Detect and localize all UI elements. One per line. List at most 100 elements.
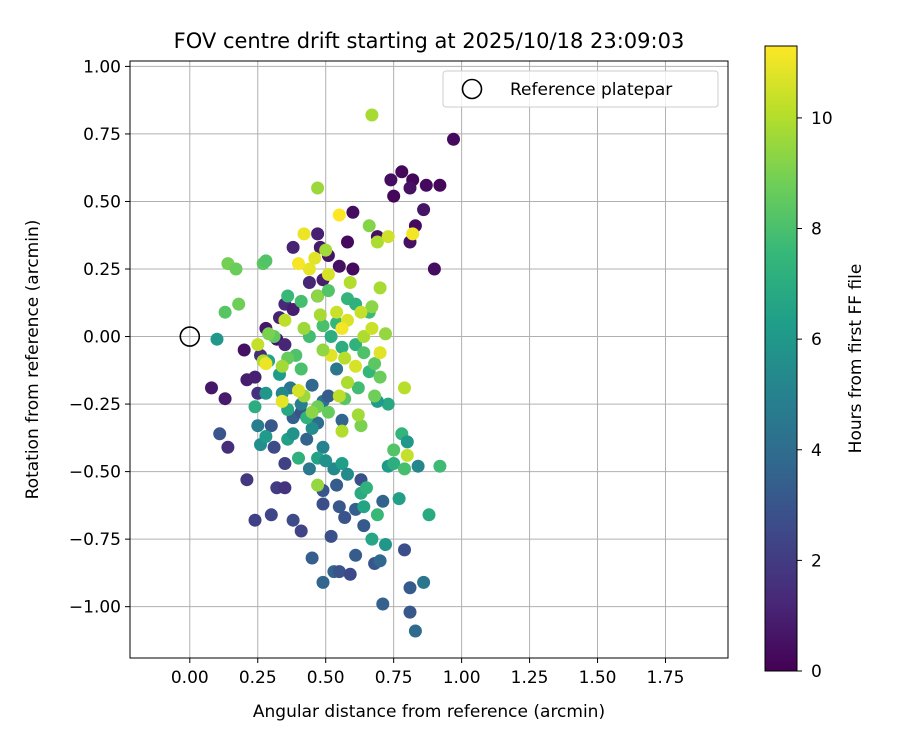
colorbar-gradient [764,45,798,672]
chart-title: FOV centre drift starting at 2025/10/18 … [174,29,685,53]
data-point [311,289,325,303]
data-point [286,303,300,316]
data-point [332,565,346,579]
x-tick-label: 1.25 [511,668,549,688]
data-point [275,394,289,408]
data-point [406,227,420,241]
data-point [305,551,319,565]
data-point [370,508,384,522]
data-point [275,359,289,373]
data-point [302,276,316,289]
data-point [403,581,417,595]
colorbar-tick-label: 6 [811,330,822,350]
data-point [365,108,379,122]
data-point [316,575,330,589]
data-point [351,381,365,395]
data-point [319,454,333,468]
axis-ticks: 0.00 0.25 0.50 0.75 1.00 1.25 1.50 1.75 1.00 0.75… [69,57,685,688]
data-point [305,421,319,435]
plot-area-frame [129,60,729,659]
data-point [294,524,308,538]
data-point [419,178,433,192]
legend: Reference platepar [442,70,719,108]
data-point [332,389,346,403]
colorbar-tick-label: 10 [811,109,833,129]
y-tick-label: 0.00 [83,328,121,348]
data-point [251,338,265,352]
data-point [376,494,390,508]
data-point [240,473,254,487]
data-point [403,605,417,619]
data-point [373,554,387,568]
data-point [297,227,311,241]
data-point [365,532,379,546]
y-tick-label: 1.00 [83,57,121,77]
data-point [368,389,382,403]
y-tick-label: −0.75 [69,530,121,550]
data-point [259,430,273,443]
data-point [302,462,316,476]
data-point [381,230,395,244]
data-point [365,321,379,335]
data-points [205,108,460,638]
data-point [354,305,368,319]
data-point [259,254,273,268]
data-point [365,300,379,314]
colorbar-tick-label: 0 [811,662,822,682]
colorbar: 0 2 4 6 8 10 Hours from first FF file [764,45,866,682]
data-point [321,267,335,281]
data-point [398,462,411,476]
data-point [316,440,330,454]
data-point [330,478,344,492]
data-point [286,513,300,527]
data-point [346,205,360,219]
y-tick-label: 0.75 [83,125,121,145]
data-point [398,381,411,395]
data-point [335,457,349,470]
data-point [294,362,308,376]
data-point [286,427,300,441]
data-point [370,235,384,249]
colorbar-ticks: 0 2 4 6 8 10 [797,109,833,682]
data-point [316,343,330,357]
data-point [319,243,333,257]
data-point [354,419,368,433]
data-point [251,419,265,433]
x-tick-label: 1.00 [443,668,481,688]
data-point [349,338,363,352]
y-tick-label: 0.25 [83,260,121,280]
data-point [417,203,431,217]
y-tick-label: −1.00 [69,598,121,618]
data-point [346,262,360,276]
data-point [351,408,365,422]
data-point [218,392,232,406]
colorbar-tick-label: 2 [811,551,822,571]
data-point [395,165,409,179]
data-point [248,400,262,414]
data-point [321,405,335,419]
data-point [417,575,431,589]
data-point [379,327,392,341]
data-point [316,319,330,333]
data-point [264,508,278,522]
data-point [373,346,387,360]
data-point [262,327,276,341]
data-point [398,543,411,557]
data-point [300,432,314,446]
data-point [281,289,295,303]
data-point [278,338,292,352]
data-point [373,370,387,384]
data-point [237,343,251,357]
data-point [292,257,305,271]
y-tick-label: 0.50 [83,192,121,212]
data-point [321,389,335,403]
data-point [308,251,322,265]
data-point [311,227,325,241]
data-point [357,330,371,343]
legend-label-reference: Reference platepar [510,80,672,100]
data-point [305,405,319,419]
data-point [387,189,401,203]
colorbar-tick-label: 4 [811,441,822,461]
data-point [286,240,300,254]
